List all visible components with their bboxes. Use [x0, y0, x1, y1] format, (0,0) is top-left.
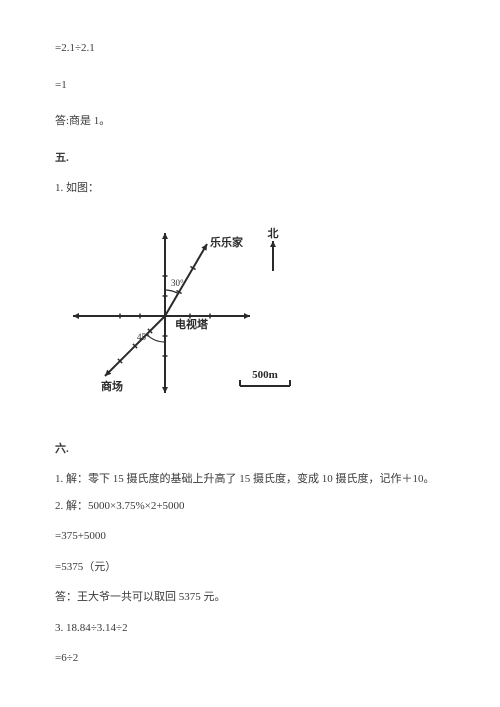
answer-line: 答:商是 1。: [55, 113, 445, 130]
question-5-1: 1. 如图：: [55, 180, 445, 197]
svg-text:乐乐家: 乐乐家: [210, 235, 244, 249]
question-6-3: 3. 18.84÷3.14÷2: [55, 620, 445, 637]
equation-line: =375+5000: [55, 528, 445, 545]
section-six-heading: 六.: [55, 441, 445, 458]
section-five-heading: 五.: [55, 150, 445, 167]
equation-line: =1: [55, 77, 445, 94]
question-6-2: 2. 解：5000×3.75%×2+5000: [55, 498, 445, 515]
svg-text:北: 北: [268, 226, 279, 240]
equation-line: =5375（元）: [55, 559, 445, 576]
svg-text:45°: 45°: [137, 332, 150, 342]
equation-line: =2.1÷2.1: [55, 40, 445, 57]
equation-line: =6÷2: [55, 650, 445, 667]
svg-text:30°: 30°: [171, 278, 184, 288]
svg-text:500m: 500m: [252, 369, 278, 381]
svg-text:商场: 商场: [101, 379, 123, 393]
direction-diagram: 乐乐家电视塔商场 30° 45° 北 500m: [55, 211, 445, 421]
answer-line: 答：王大爷一共可以取回 5375 元。: [55, 589, 445, 606]
svg-text:电视塔: 电视塔: [175, 317, 209, 331]
question-6-1: 1. 解：零下 15 摄氏度的基础上升高了 15 摄氏度，变成 10 摄氏度，记…: [55, 471, 445, 488]
